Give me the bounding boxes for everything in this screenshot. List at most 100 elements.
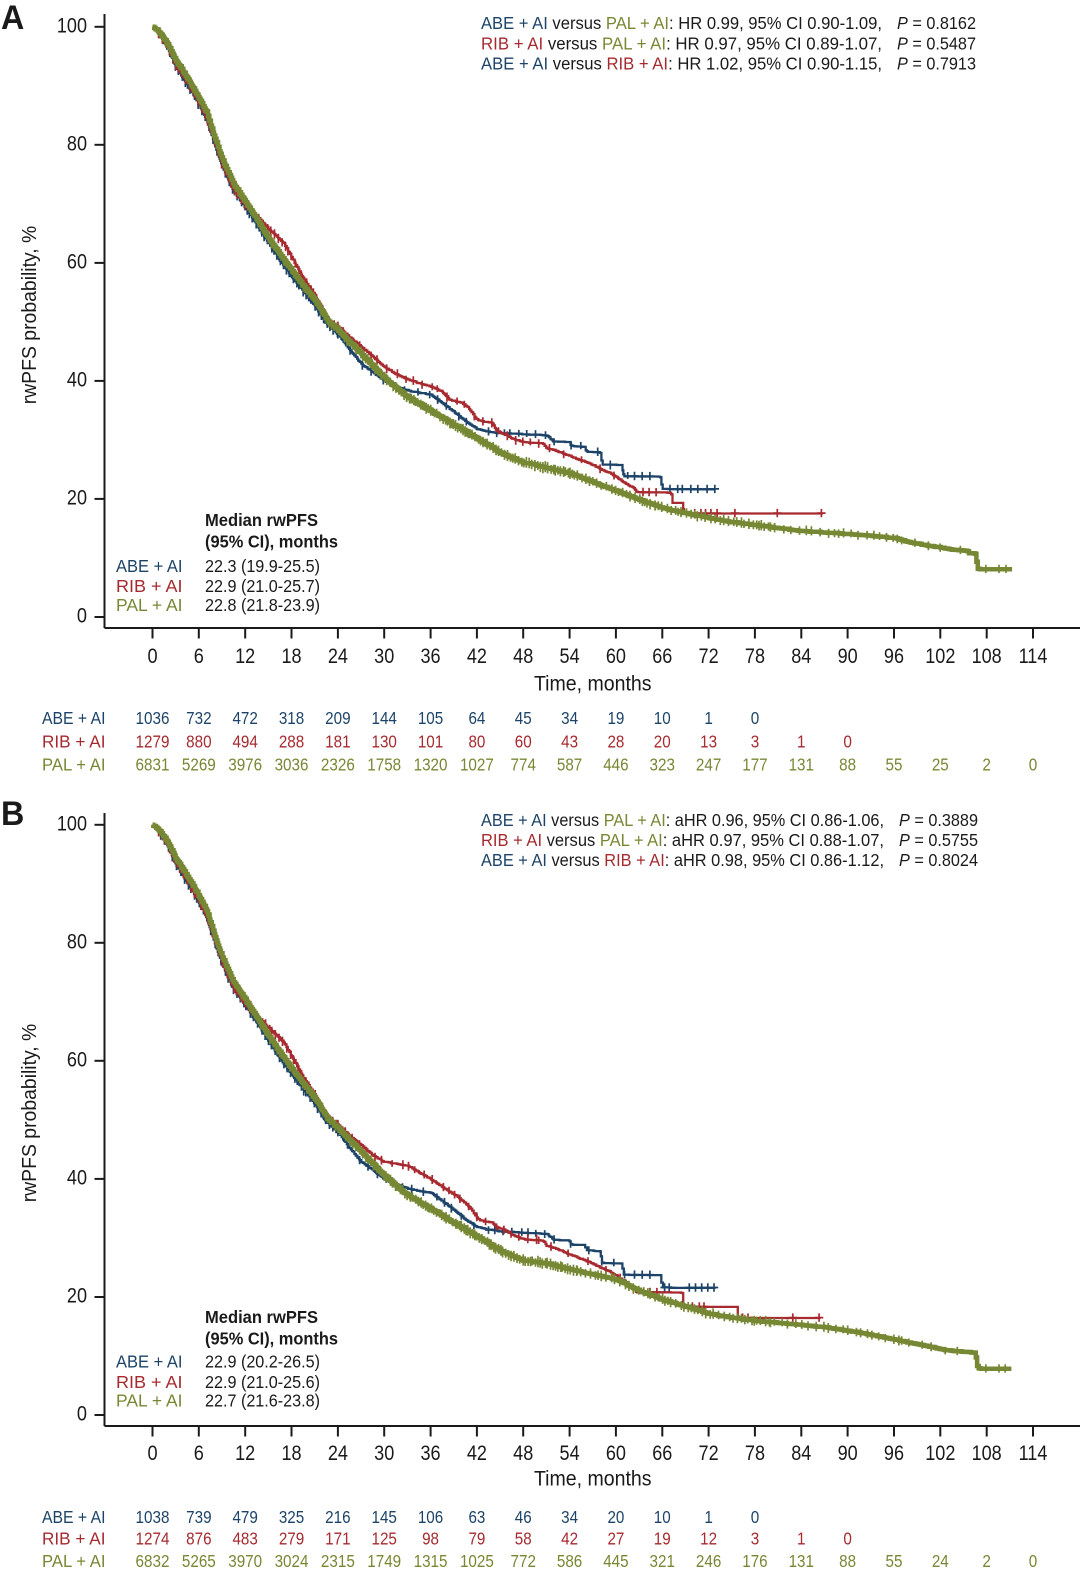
- svg-text:12: 12: [700, 1528, 717, 1548]
- svg-text:42: 42: [561, 1528, 578, 1548]
- svg-text:0: 0: [77, 605, 87, 628]
- svg-text:1038: 1038: [136, 1507, 170, 1527]
- svg-text:2326: 2326: [321, 755, 355, 775]
- svg-text:55: 55: [886, 1551, 903, 1571]
- svg-text:6: 6: [194, 1442, 204, 1465]
- svg-text:P = 0.5755: P = 0.5755: [899, 830, 978, 850]
- svg-text:78: 78: [745, 645, 765, 668]
- svg-text:P = 0.5487: P = 0.5487: [897, 33, 976, 53]
- svg-text:Time, months: Time, months: [534, 673, 652, 696]
- svg-text:181: 181: [325, 731, 350, 751]
- svg-text:48: 48: [513, 1442, 533, 1465]
- svg-text:40: 40: [67, 1167, 87, 1190]
- svg-text:587: 587: [557, 755, 582, 775]
- svg-text:ABE + AI: ABE + AI: [116, 1351, 183, 1371]
- svg-text:Time, months: Time, months: [534, 1468, 652, 1491]
- svg-text:1: 1: [704, 1507, 713, 1527]
- svg-text:22.7 (21.6-23.8): 22.7 (21.6-23.8): [205, 1391, 320, 1411]
- svg-text:22.9 (21.0-25.7): 22.9 (21.0-25.7): [205, 576, 320, 596]
- svg-text:105: 105: [418, 708, 443, 728]
- svg-text:5265: 5265: [182, 1551, 216, 1571]
- svg-text:0: 0: [147, 1442, 157, 1465]
- svg-text:732: 732: [186, 708, 211, 728]
- svg-text:1274: 1274: [136, 1528, 170, 1548]
- svg-text:RIB + AI versus PAL + AI: aHR: RIB + AI versus PAL + AI: aHR 0.97, 95% …: [481, 830, 884, 850]
- svg-text:PAL + AI: PAL + AI: [116, 1391, 183, 1411]
- svg-text:ABE + AI: ABE + AI: [116, 556, 183, 576]
- svg-text:145: 145: [372, 1507, 397, 1527]
- svg-text:1027: 1027: [460, 755, 494, 775]
- svg-text:19: 19: [654, 1528, 671, 1548]
- svg-text:34: 34: [561, 1507, 578, 1527]
- svg-text:880: 880: [186, 731, 212, 751]
- svg-text:586: 586: [557, 1551, 582, 1571]
- svg-text:114: 114: [1019, 645, 1048, 668]
- svg-text:rwPFS probability, %: rwPFS probability, %: [19, 1023, 41, 1202]
- svg-text:0: 0: [147, 645, 157, 668]
- svg-text:6: 6: [194, 645, 204, 668]
- svg-text:64: 64: [468, 708, 485, 728]
- svg-text:0: 0: [77, 1403, 87, 1426]
- svg-text:90: 90: [838, 645, 858, 668]
- svg-text:30: 30: [374, 645, 394, 668]
- svg-text:Median rwPFS: Median rwPFS: [205, 510, 318, 530]
- svg-text:101: 101: [418, 731, 443, 751]
- svg-text:PAL + AI: PAL + AI: [116, 595, 183, 615]
- svg-text:(95% CI), months: (95% CI), months: [205, 532, 338, 552]
- svg-text:3: 3: [751, 1528, 760, 1548]
- svg-text:876: 876: [186, 1528, 211, 1548]
- svg-text:RIB + AI: RIB + AI: [116, 576, 183, 596]
- svg-text:1: 1: [797, 1528, 806, 1548]
- svg-text:3976: 3976: [228, 755, 262, 775]
- svg-text:P = 0.3889: P = 0.3889: [899, 810, 978, 830]
- svg-text:RIB + AI: RIB + AI: [42, 1528, 106, 1548]
- svg-text:36: 36: [421, 1442, 441, 1465]
- svg-text:131: 131: [789, 1551, 814, 1571]
- svg-text:PAL + AI: PAL + AI: [42, 755, 106, 775]
- svg-text:58: 58: [515, 1528, 532, 1548]
- svg-text:88: 88: [839, 1551, 856, 1571]
- svg-text:1: 1: [797, 731, 806, 751]
- svg-text:102: 102: [925, 1442, 955, 1465]
- svg-text:24: 24: [932, 1551, 949, 1571]
- svg-text:176: 176: [742, 1551, 767, 1571]
- svg-text:0: 0: [1029, 755, 1038, 775]
- svg-text:ABE + AI versus PAL + AI: aHR: ABE + AI versus PAL + AI: aHR 0.96, 95% …: [481, 810, 884, 830]
- svg-text:1279: 1279: [136, 731, 170, 751]
- svg-text:479: 479: [232, 1507, 257, 1527]
- svg-text:42: 42: [467, 645, 487, 668]
- svg-text:48: 48: [513, 645, 533, 668]
- svg-text:0: 0: [1029, 1551, 1038, 1571]
- svg-text:130: 130: [372, 731, 398, 751]
- svg-text:20: 20: [654, 731, 671, 751]
- svg-text:3036: 3036: [275, 755, 309, 775]
- svg-text:2: 2: [982, 755, 991, 775]
- svg-text:19: 19: [607, 708, 624, 728]
- svg-text:446: 446: [603, 755, 628, 775]
- svg-text:106: 106: [418, 1507, 443, 1527]
- svg-text:321: 321: [650, 1551, 675, 1571]
- svg-text:108: 108: [972, 645, 1002, 668]
- svg-text:494: 494: [232, 731, 258, 751]
- svg-text:774: 774: [511, 755, 537, 775]
- svg-text:ABE + AI versus RIB + AI: aHR: ABE + AI versus RIB + AI: aHR 0.98, 95% …: [481, 850, 884, 870]
- svg-text:72: 72: [699, 1442, 719, 1465]
- svg-text:6832: 6832: [136, 1551, 170, 1571]
- svg-text:25: 25: [932, 755, 949, 775]
- svg-text:144: 144: [372, 708, 398, 728]
- svg-text:20: 20: [607, 1507, 624, 1527]
- svg-text:131: 131: [789, 755, 814, 775]
- svg-text:60: 60: [606, 645, 626, 668]
- svg-text:171: 171: [325, 1528, 350, 1548]
- svg-text:66: 66: [652, 1442, 672, 1465]
- svg-text:1315: 1315: [414, 1551, 448, 1571]
- svg-text:24: 24: [328, 645, 348, 668]
- svg-text:96: 96: [884, 645, 904, 668]
- svg-text:18: 18: [281, 1442, 301, 1465]
- svg-text:772: 772: [511, 1551, 536, 1571]
- svg-text:1758: 1758: [367, 755, 401, 775]
- svg-text:22.8 (21.8-23.9): 22.8 (21.8-23.9): [205, 595, 320, 615]
- svg-text:1036: 1036: [136, 708, 170, 728]
- svg-text:13: 13: [700, 731, 717, 751]
- svg-text:318: 318: [279, 708, 304, 728]
